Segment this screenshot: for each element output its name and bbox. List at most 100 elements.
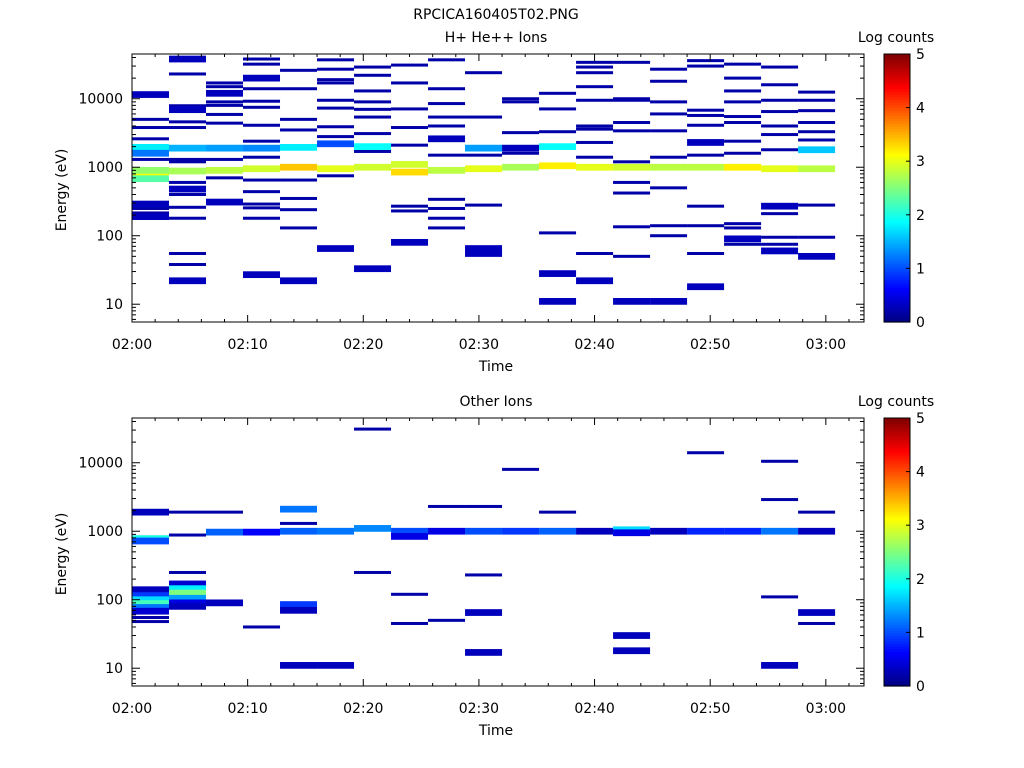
spectrogram-line bbox=[317, 58, 355, 62]
spectrogram-line bbox=[243, 178, 281, 182]
spectrogram-line bbox=[280, 226, 318, 230]
spectrogram-line bbox=[761, 212, 799, 216]
spectrogram-cell bbox=[317, 140, 355, 148]
spectrogram-cell bbox=[761, 202, 799, 210]
spectrogram-line bbox=[687, 252, 725, 256]
y-axis-label: Energy (eV) bbox=[54, 513, 70, 596]
spectrogram-cell bbox=[391, 238, 429, 246]
spectrogram-cell bbox=[650, 527, 688, 535]
colorbar-segment bbox=[884, 482, 910, 486]
spectrogram-line bbox=[798, 98, 836, 102]
spectrogram-line bbox=[761, 242, 799, 246]
colorbar-segment bbox=[884, 99, 910, 103]
colorbar-segment bbox=[884, 112, 910, 117]
spectrogram-cell bbox=[206, 198, 244, 206]
colorbar-segment bbox=[884, 249, 910, 253]
colorbar-segment bbox=[884, 466, 910, 470]
spectrogram-cell bbox=[391, 161, 429, 168]
colorbar-segment bbox=[884, 255, 910, 259]
spectrogram-line bbox=[354, 149, 392, 153]
colorbar-segment bbox=[884, 147, 910, 152]
spectrogram-line bbox=[798, 130, 836, 134]
colorbar-segment bbox=[884, 661, 910, 666]
spectrogram-cell bbox=[465, 649, 503, 656]
spectrogram-line bbox=[724, 222, 762, 226]
x-axis-label: Time bbox=[478, 723, 513, 739]
colorbar-segment bbox=[884, 629, 910, 633]
spectrogram-line bbox=[391, 81, 429, 85]
plot-area bbox=[132, 55, 836, 305]
spectrogram-line bbox=[576, 98, 614, 102]
colorbar-segment bbox=[884, 426, 910, 430]
colorbar-segment bbox=[884, 83, 910, 87]
x-tick-label: 02:20 bbox=[343, 701, 383, 717]
spectrogram-line bbox=[243, 62, 281, 66]
spectrogram-cell bbox=[317, 527, 355, 535]
spectrogram-line bbox=[798, 109, 836, 113]
colorbar-segment bbox=[884, 104, 910, 109]
spectrogram-cell bbox=[687, 283, 725, 291]
spectrogram-cell bbox=[280, 163, 318, 171]
colorbar-segment bbox=[884, 525, 910, 529]
spectrogram-line bbox=[761, 235, 799, 239]
spectrogram-cell bbox=[132, 607, 170, 615]
colorbar-segment bbox=[884, 610, 910, 615]
colorbar-frame bbox=[883, 53, 911, 323]
spectrogram-cell bbox=[169, 277, 207, 285]
spectrogram-cell bbox=[354, 143, 392, 150]
colorbar-segment bbox=[884, 241, 910, 245]
spectrogram-line bbox=[132, 126, 170, 130]
colorbar-segment bbox=[884, 616, 910, 620]
spectrogram-line bbox=[428, 226, 466, 230]
spectrogram-line bbox=[280, 178, 318, 182]
colorbar-segment bbox=[884, 185, 910, 189]
spectrogram-cell bbox=[206, 599, 244, 607]
x-tick-label: 02:00 bbox=[112, 337, 152, 353]
spectrogram-cell bbox=[132, 537, 170, 545]
colorbar-segment bbox=[884, 667, 910, 671]
spectrogram-line bbox=[502, 100, 540, 104]
spectrogram-line bbox=[132, 157, 170, 161]
spectrogram-line bbox=[687, 153, 725, 157]
spectrogram-line bbox=[354, 570, 392, 574]
spectrogram-cell bbox=[132, 200, 170, 208]
spectrogram-cell bbox=[206, 144, 244, 152]
colorbar-segment bbox=[884, 608, 910, 612]
spectrogram-cell bbox=[354, 265, 392, 273]
spectrogram-cell bbox=[798, 252, 836, 260]
spectrogram-line bbox=[169, 263, 207, 267]
colorbar-segment bbox=[884, 659, 910, 663]
spectrogram-line bbox=[206, 112, 244, 116]
colorbar-segment bbox=[884, 196, 910, 200]
spectrogram-line bbox=[354, 73, 392, 77]
spectrogram-cell bbox=[243, 528, 281, 536]
x-tick-label: 02:50 bbox=[690, 337, 730, 353]
colorbar-segment bbox=[884, 471, 910, 475]
colorbar-segment bbox=[884, 503, 910, 508]
colorbar-segment bbox=[884, 436, 910, 441]
colorbar-segment bbox=[884, 527, 910, 532]
spectrogram-cell bbox=[169, 599, 207, 607]
spectrogram-line bbox=[243, 99, 281, 103]
spectrogram-cell bbox=[798, 146, 836, 154]
spectrogram-cell bbox=[502, 163, 540, 171]
spectrogram-line bbox=[687, 204, 725, 208]
spectrogram-line bbox=[428, 87, 466, 91]
colorbar-segment bbox=[884, 458, 910, 462]
spectrogram-cell bbox=[206, 89, 244, 97]
spectrogram-line bbox=[354, 427, 392, 431]
spectrogram-line bbox=[354, 132, 392, 136]
spectrogram-cell bbox=[613, 529, 651, 537]
colorbar-segment bbox=[884, 198, 910, 202]
colorbar-segment bbox=[884, 78, 910, 82]
colorbar-segment bbox=[884, 225, 910, 229]
spectrogram-line bbox=[280, 521, 318, 525]
colorbar-segment bbox=[884, 543, 910, 548]
spectrogram-cell bbox=[687, 527, 725, 535]
colorbar-label: Log counts bbox=[858, 30, 934, 46]
colorbar-segment bbox=[884, 166, 910, 170]
colorbar-segment bbox=[884, 188, 910, 192]
colorbar-segment bbox=[884, 204, 910, 208]
spectrogram-cell bbox=[169, 105, 207, 113]
spectrogram-line bbox=[687, 123, 725, 127]
